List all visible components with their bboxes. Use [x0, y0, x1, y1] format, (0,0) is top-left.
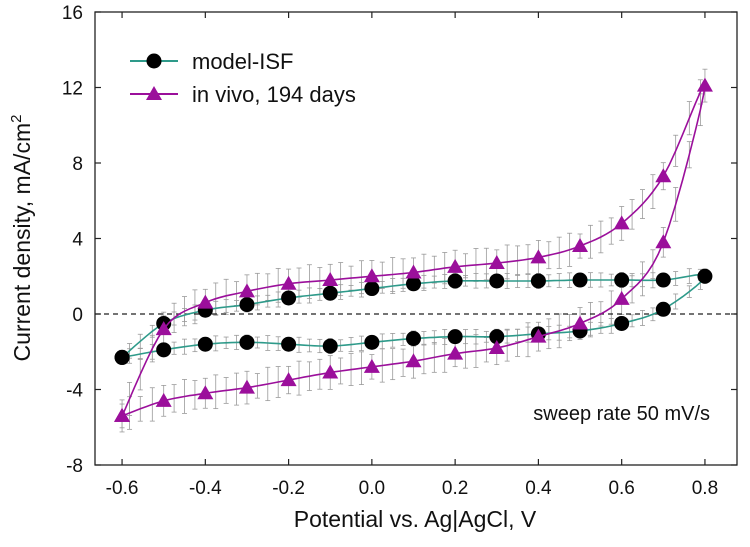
data-point-triangle	[197, 385, 214, 400]
data-point-circle	[489, 273, 505, 289]
legend-label-in-vivo: in vivo, 194 days	[192, 82, 356, 107]
data-point-triangle	[655, 234, 672, 249]
data-point-triangle	[280, 275, 297, 290]
data-point-circle	[156, 342, 172, 358]
data-point-circle	[447, 329, 463, 345]
y-tick-label: -4	[66, 381, 83, 402]
data-point-triangle	[155, 392, 172, 407]
data-point-triangle	[530, 328, 547, 343]
x-tick-label: 0.0	[359, 478, 385, 499]
data-point-circle	[406, 331, 422, 347]
y-axis-label-superscript: 2	[8, 115, 25, 123]
data-point-triangle	[363, 268, 380, 283]
data-point-circle	[322, 338, 338, 354]
y-tick-label: 16	[62, 3, 83, 24]
x-axis-label: Potential vs. Ag|AgCl, V	[294, 506, 537, 532]
data-point-circle	[655, 272, 671, 288]
plot-frame	[94, 11, 738, 466]
data-point-triangle	[322, 364, 339, 379]
data-point-circle	[406, 276, 422, 292]
x-tick-label: -0.2	[272, 478, 305, 499]
sweep-rate-annotation: sweep rate 50 mV/s	[533, 403, 710, 425]
data-point-circle	[697, 268, 713, 284]
y-tick-label: -8	[66, 456, 83, 477]
x-tick-label: 0.2	[442, 478, 468, 499]
data-point-circle	[489, 329, 505, 345]
legend-label-model-isf: model-ISF	[192, 49, 293, 74]
x-tick-label: -0.4	[189, 478, 222, 499]
data-point-triangle	[613, 215, 630, 230]
data-point-triangle	[447, 258, 464, 273]
data-point-circle	[239, 334, 255, 350]
y-tick-label: 8	[72, 154, 83, 175]
data-point-triangle	[696, 77, 713, 92]
data-point-triangle	[572, 238, 589, 253]
data-point-triangle	[322, 272, 339, 287]
data-point-triangle	[488, 339, 505, 354]
data-point-triangle	[197, 294, 214, 309]
data-point-circle	[447, 273, 463, 289]
data-point-circle	[114, 349, 130, 365]
data-point-triangle	[114, 407, 131, 422]
x-tick-label: 0.6	[608, 478, 634, 499]
data-point-circle	[322, 285, 338, 301]
legend-marker-triangle	[146, 86, 162, 100]
data-point-circle	[239, 297, 255, 313]
data-point-triangle	[405, 264, 422, 279]
legend-item-model-isf: model-ISF	[130, 49, 293, 74]
data-point-triangle	[363, 358, 380, 373]
data-point-triangle	[280, 372, 297, 387]
data-point-triangle	[405, 353, 422, 368]
legend-item-in-vivo: in vivo, 194 days	[130, 82, 356, 107]
y-axis-label-text: Current density, mA/cm	[9, 123, 35, 362]
data-point-circle	[364, 334, 380, 350]
legend-marker-circle	[146, 53, 162, 69]
data-point-triangle	[572, 315, 589, 330]
axis-ticks: -0.6 -0.4 -0.2 0.0 0.2 0.4 0.6 0.8 -8 -4 0 4 8 12 16	[62, 3, 737, 499]
x-tick-label: -0.6	[106, 478, 139, 499]
data-point-circle	[530, 273, 546, 289]
data-point-triangle	[238, 283, 255, 298]
y-tick-label: 4	[72, 230, 83, 251]
y-tick-label: 12	[62, 79, 83, 100]
data-point-circle	[281, 290, 297, 306]
data-point-circle	[572, 272, 588, 288]
data-point-triangle	[447, 345, 464, 360]
data-point-circle	[197, 336, 213, 352]
data-point-triangle	[655, 168, 672, 183]
data-point-circle	[281, 336, 297, 352]
legend: model-ISF in vivo, 194 days	[130, 49, 356, 107]
data-point-triangle	[613, 290, 630, 305]
data-point-circle	[614, 272, 630, 288]
data-point-triangle	[530, 249, 547, 264]
data-point-triangle	[238, 379, 255, 394]
y-tick-label: 0	[72, 305, 83, 326]
data-point-circle	[364, 281, 380, 297]
data-point-circle	[614, 315, 630, 331]
data-point-circle	[655, 301, 671, 317]
error-bars-layer	[119, 68, 708, 433]
x-tick-label: 0.4	[525, 478, 552, 499]
series-layer	[114, 77, 713, 422]
data-point-triangle	[488, 255, 505, 270]
data-point-triangle	[155, 321, 172, 336]
x-tick-label: 0.8	[692, 478, 718, 499]
y-axis-label: Current density, mA/cm2	[8, 115, 35, 362]
